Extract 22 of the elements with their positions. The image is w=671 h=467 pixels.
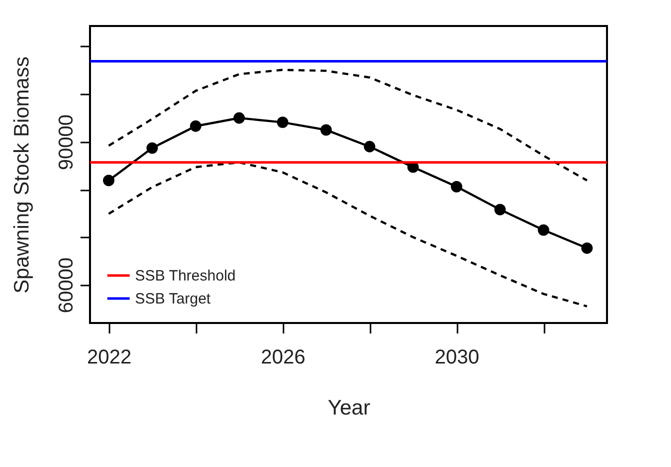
x-tick-label: 2022	[86, 346, 132, 368]
point	[146, 142, 158, 154]
legend-label: SSB Threshold	[135, 268, 236, 284]
point	[494, 204, 506, 216]
point	[538, 224, 550, 236]
x-axis-title: Year	[328, 396, 370, 420]
point	[320, 124, 332, 136]
point	[276, 116, 288, 128]
y-tick-label: 60000	[56, 258, 78, 314]
point	[233, 112, 245, 124]
x-tick-label: 2030	[434, 346, 480, 368]
line-series	[108, 68, 588, 182]
y-axis-title: Spawning Stock Biomass	[10, 56, 34, 294]
x-tick-label: 2026	[260, 346, 306, 368]
line-series	[108, 161, 588, 308]
legend-label: SSB Target	[135, 290, 212, 308]
point	[102, 174, 114, 186]
point	[364, 140, 376, 152]
point	[190, 120, 202, 132]
y-tick-label: 90000	[56, 114, 78, 170]
point	[450, 180, 462, 192]
point	[581, 242, 593, 254]
